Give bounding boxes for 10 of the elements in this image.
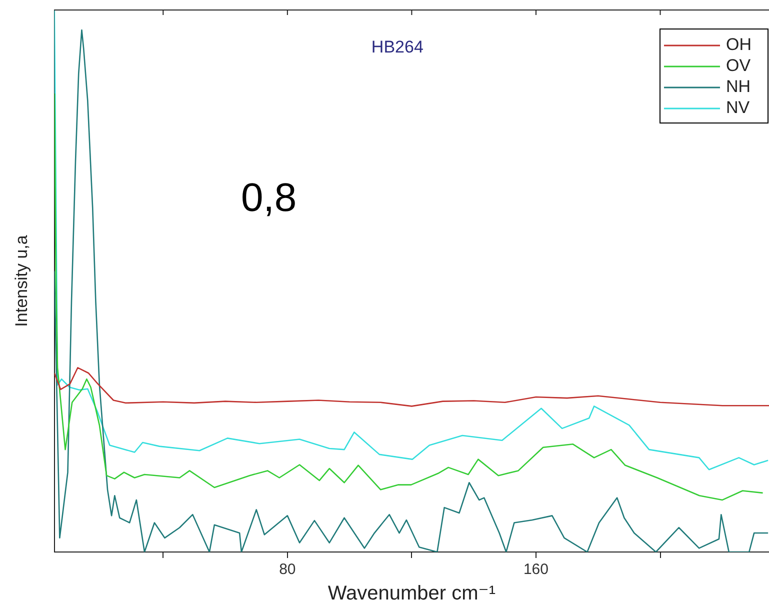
legend-label: NV	[726, 98, 750, 118]
legend-label: NH	[726, 77, 751, 96]
x-tick-label: 160	[523, 561, 548, 578]
x-tick-label: 80	[279, 561, 296, 578]
annotation: 0,8	[240, 176, 297, 220]
text: HB264	[371, 38, 424, 57]
legend-label: OH	[726, 35, 752, 54]
legend-label: OV	[726, 56, 752, 76]
x-axis-title: Wavenumber cm⁻¹	[328, 582, 496, 605]
y-axis-title: Intensity u,a	[12, 234, 31, 327]
